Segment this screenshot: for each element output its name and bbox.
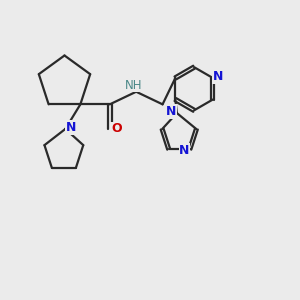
Text: NH: NH	[125, 79, 142, 92]
Text: N: N	[166, 105, 177, 118]
Text: N: N	[179, 144, 190, 157]
Text: O: O	[111, 122, 122, 135]
Text: N: N	[213, 70, 224, 83]
Text: N: N	[66, 121, 76, 134]
